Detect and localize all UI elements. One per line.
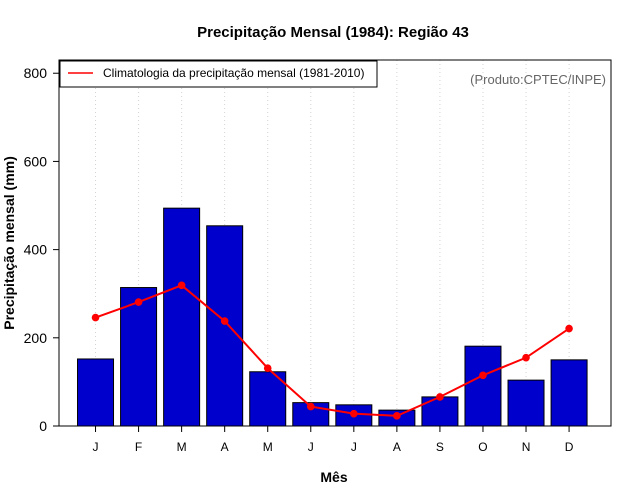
- bar-9: [421, 396, 459, 427]
- chart-title: Precipitação Mensal (1984): Região 43: [197, 24, 469, 41]
- climatology-point-3: [177, 281, 186, 290]
- legend-box: [59, 60, 378, 88]
- bar-2: [120, 287, 158, 427]
- x-tick-label: S: [436, 440, 444, 454]
- x-tick-label: J: [308, 440, 314, 454]
- source-annotation: (Produto:CPTEC/INPE): [470, 72, 606, 87]
- climatology-point-12: [565, 324, 573, 333]
- climatology-point-11: [522, 353, 530, 362]
- climatology-point-8: [393, 412, 401, 420]
- climatology-point-1: [91, 313, 100, 322]
- climatology-point-9: [436, 393, 444, 401]
- climatology-series: [91, 281, 573, 420]
- y-axis: 0 200 400 600 800: [24, 65, 59, 434]
- x-tick-label: J: [93, 440, 99, 454]
- x-tick-label: A: [393, 440, 401, 454]
- x-tick-label: D: [565, 440, 574, 454]
- climatology-point-6: [306, 402, 315, 411]
- x-tick-label: M: [263, 440, 273, 454]
- bar-1: [77, 358, 115, 427]
- plot-frame: [58, 59, 612, 427]
- x-tick-label: N: [522, 440, 531, 454]
- y-tick-label: 0: [39, 418, 47, 434]
- y-tick-label: 400: [24, 242, 48, 258]
- x-tick-label: A: [221, 440, 229, 454]
- legend: Climatologia da precipitação mensal (198…: [59, 60, 378, 88]
- bar-5: [249, 371, 287, 427]
- climatology-point-2: [134, 298, 143, 306]
- climatology-point-5: [263, 364, 272, 373]
- bar-11: [507, 379, 545, 427]
- bar-12: [550, 359, 588, 427]
- y-tick-label: 600: [24, 153, 48, 169]
- climatology-point-10: [479, 371, 487, 380]
- x-tick-label: O: [478, 440, 487, 454]
- y-tick-label: 800: [24, 65, 48, 81]
- climatology-line: [95, 284, 570, 417]
- x-axis-label: Mês: [320, 469, 347, 485]
- bar-series: [77, 207, 588, 427]
- y-axis-label: Precipitação mensal (mm): [1, 156, 17, 330]
- legend-entry-climatology: Climatologia da precipitação mensal (198…: [103, 66, 364, 80]
- x-tick-label: J: [351, 440, 357, 454]
- y-tick-label: 200: [24, 330, 48, 346]
- bar-4: [206, 225, 244, 427]
- climatology-point-7: [350, 409, 358, 418]
- x-tick-label: M: [177, 440, 187, 454]
- bar-3: [163, 207, 201, 427]
- x-tick-label: F: [135, 440, 142, 454]
- bar-10: [464, 345, 502, 427]
- climatology-point-4: [220, 317, 229, 325]
